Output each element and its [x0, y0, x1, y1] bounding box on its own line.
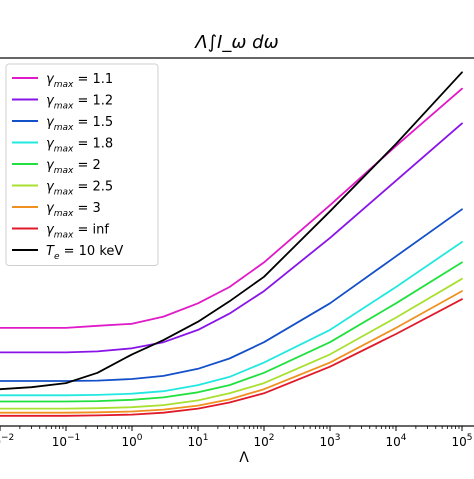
legend-label: γmax = 2 — [46, 158, 101, 176]
plot-area — [0, 57, 474, 427]
series-line-3 — [0, 208, 463, 382]
x-tick-label: 101 — [187, 433, 208, 449]
x-tick-label: 105 — [451, 433, 472, 449]
x-tick-label: 100 — [121, 433, 142, 449]
x-tick-label: 103 — [319, 433, 340, 449]
legend-label: γmax = 1.5 — [46, 115, 113, 133]
legend-label: γmax = 1.1 — [46, 72, 113, 90]
x-tick-label: 10−1 — [52, 433, 81, 449]
series-layer — [0, 71, 463, 417]
legend-label: γmax = 2.5 — [46, 180, 113, 198]
legend-label: Te = 10 keV — [46, 244, 123, 262]
series-line-6 — [0, 277, 463, 410]
x-tick-label: 104 — [385, 433, 406, 449]
x-tick-label: 10−2 — [0, 433, 14, 449]
legend: γmax = 1.1 γmax = 1.2 γmax = 1.5 γmax = 1.8… — [5, 63, 159, 266]
series-line-7 — [0, 290, 463, 414]
series-line-8 — [0, 298, 463, 417]
legend-label: γmax = 1.2 — [46, 94, 113, 112]
chart-title: Λ∫I_ω dω — [193, 32, 278, 53]
legend-box — [5, 63, 159, 266]
x-tick-label: 102 — [253, 433, 274, 449]
series-line-1 — [0, 87, 463, 329]
series-line-4 — [0, 241, 463, 397]
x-axis-label: Λ — [239, 450, 249, 466]
legend-label: γmax = 1.8 — [46, 137, 113, 155]
x-ticks: 10−2 10−1 100 101 102 103 104 105 — [0, 426, 473, 449]
legend-label: γmax = 3 — [46, 201, 101, 219]
series-line-2 — [0, 122, 463, 354]
series-line-5 — [0, 261, 463, 403]
legend-label: γmax = inf — [46, 223, 109, 241]
series-line-9 — [0, 71, 463, 391]
